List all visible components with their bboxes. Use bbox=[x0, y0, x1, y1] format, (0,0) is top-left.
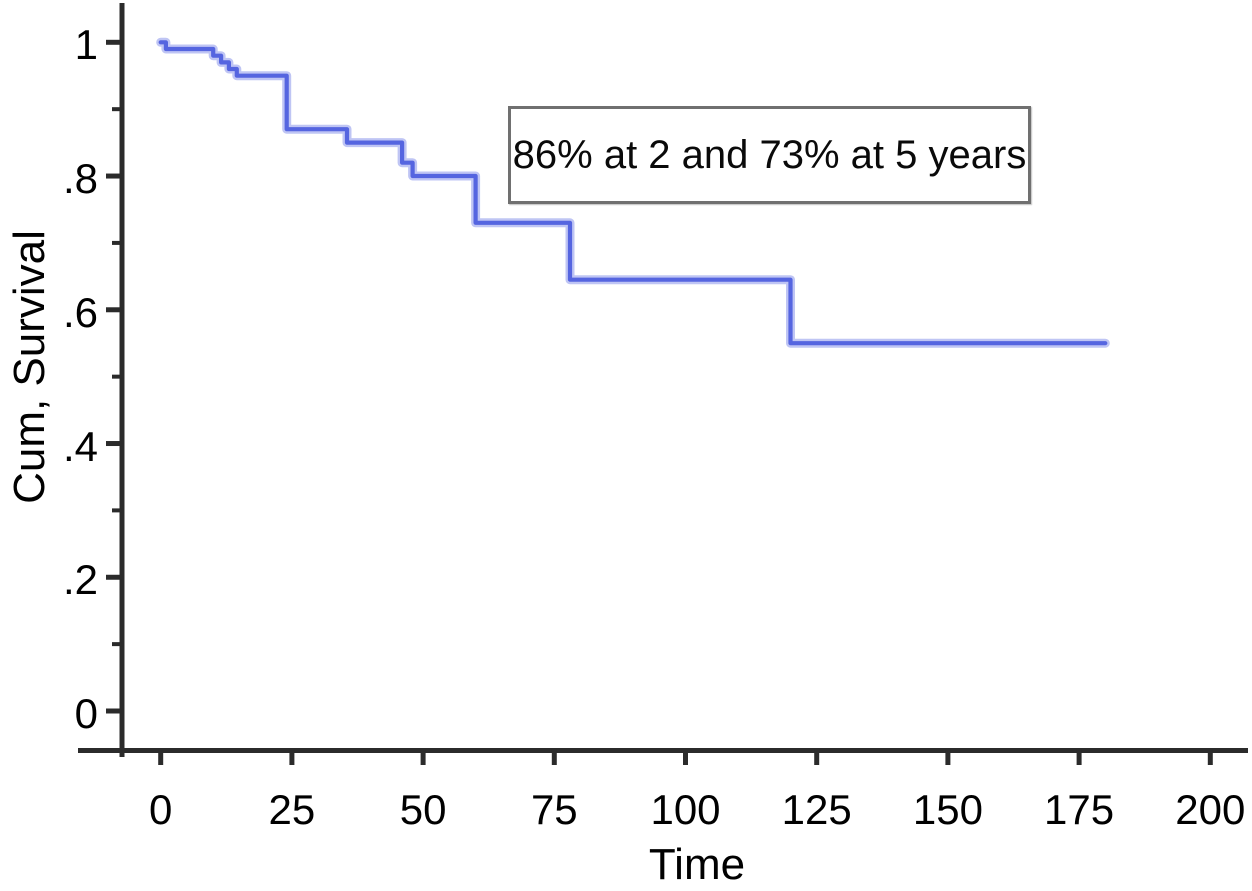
x-tick-label-75: 75 bbox=[530, 786, 578, 833]
y-tick-label-.6: .6 bbox=[62, 288, 98, 336]
x-tick-label-200: 200 bbox=[1175, 786, 1246, 833]
axes bbox=[78, 3, 1248, 757]
annotation-box: 86% at 2 and 73% at 5 years bbox=[508, 106, 1031, 204]
y-tick-label-0: 0 bbox=[74, 690, 98, 737]
x-tick-label-125: 125 bbox=[781, 786, 852, 833]
survival-curve bbox=[156, 37, 1110, 348]
survival-curve-core bbox=[158, 40, 1108, 346]
x-tick-label-175: 175 bbox=[1044, 786, 1115, 833]
x-tick-label-100: 100 bbox=[650, 786, 721, 833]
x-tick-label-150: 150 bbox=[912, 786, 983, 833]
axis-ticks bbox=[106, 39, 1213, 765]
x-tick-label-0: 0 bbox=[149, 786, 173, 833]
x-tick-label-25: 25 bbox=[268, 786, 316, 833]
y-tick-label-1: 1 bbox=[74, 21, 98, 69]
y-axis-title: Cum, Survival bbox=[5, 230, 54, 504]
annotation-text: 86% at 2 and 73% at 5 years bbox=[512, 133, 1027, 177]
y-tick-label-.4: .4 bbox=[62, 422, 98, 470]
y-tick-label-.2: .2 bbox=[62, 556, 98, 604]
x-tick-label-50: 50 bbox=[399, 786, 447, 833]
x-axis-title: Time bbox=[648, 840, 746, 889]
y-tick-label-.8: .8 bbox=[62, 155, 98, 203]
